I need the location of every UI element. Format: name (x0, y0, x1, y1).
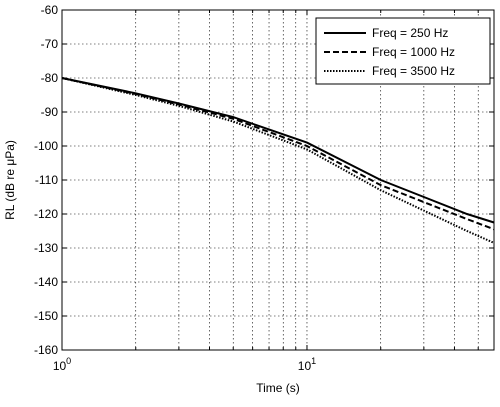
y-tick-label: -160 (34, 343, 58, 357)
legend-label: Freq = 250 Hz (372, 26, 448, 40)
y-tick-label: -130 (34, 241, 58, 255)
line-series (61, 77, 495, 244)
y-tick-label: -120 (34, 207, 58, 221)
y-tick-label: -80 (41, 71, 59, 85)
y-tick-label: -60 (41, 3, 59, 17)
legend-label: Freq = 3500 Hz (372, 64, 455, 78)
line-series (61, 77, 495, 231)
legend-label: Freq = 1000 Hz (372, 45, 455, 59)
x-tick-label: 100 (53, 356, 71, 373)
y-tick-label: -70 (41, 37, 59, 51)
y-tick-label: -100 (34, 139, 58, 153)
x-tick-label: 101 (298, 356, 316, 373)
y-tick-label: -140 (34, 275, 58, 289)
x-axis-label: Time (s) (256, 381, 300, 395)
y-tick-label: -110 (35, 173, 58, 187)
y-tick-label: -90 (41, 105, 59, 119)
y-axis-label: RL (dB re μPa) (3, 140, 17, 220)
y-tick-label: -150 (34, 309, 58, 323)
plot-frame (61, 9, 495, 351)
